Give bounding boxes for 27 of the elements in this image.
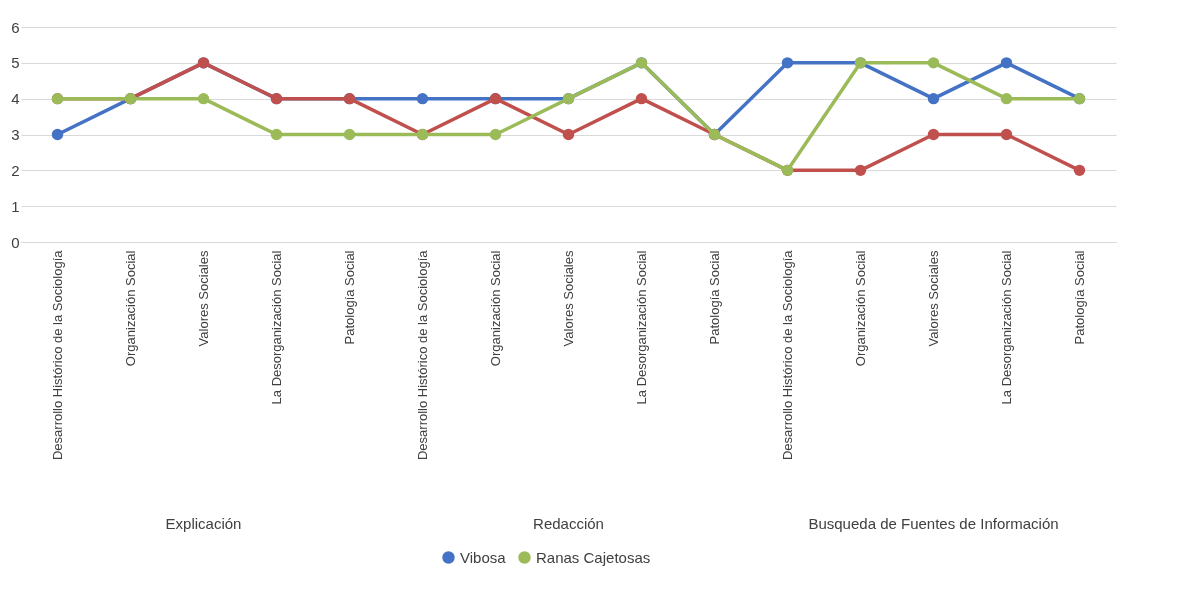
y-tick-label: 4 <box>11 90 20 108</box>
y-tick-label: 5 <box>11 54 20 72</box>
text: Redacción <box>533 515 604 532</box>
x-tick-label: Organización Social <box>853 250 868 367</box>
text: Busqueda de Fuentes de Información <box>808 515 1059 532</box>
x-tick-label: Desarrollo Histórico de la Sociología <box>50 249 65 461</box>
y-tick-label: 6 <box>11 18 20 36</box>
x-tick-label: Patología Social <box>707 250 722 345</box>
y-tick-label: 0 <box>11 233 20 251</box>
x-tick-label: Desarrollo Histórico de la Sociología <box>780 249 795 461</box>
x-tick-label: Patología Social <box>342 250 357 345</box>
x-tick-label: Organización Social <box>123 250 138 367</box>
x-tick-label: Valores Sociales <box>196 250 211 347</box>
x-tick-label: Desarrollo Histórico de la Sociología <box>415 249 430 461</box>
x-tick-label: Organización Social <box>488 250 503 367</box>
y-tick-label: 3 <box>11 126 20 143</box>
legend-label: Vibosa <box>460 548 507 566</box>
x-tick-label: Valores Sociales <box>561 250 576 347</box>
x-tick-label: Valores Sociales <box>926 250 941 347</box>
x-tick-label: La Desorganización Social <box>999 250 1014 405</box>
legend-label: Ranas Cajetosas <box>536 548 651 566</box>
x-tick-label: Patología Social <box>1072 250 1087 345</box>
text: Explicación <box>165 515 242 532</box>
x-tick-label: La Desorganización Social <box>269 250 284 405</box>
y-tick-label: 2 <box>11 161 20 179</box>
y-tick-label: 1 <box>11 197 20 215</box>
x-tick-label: La Desorganización Social <box>634 250 649 405</box>
